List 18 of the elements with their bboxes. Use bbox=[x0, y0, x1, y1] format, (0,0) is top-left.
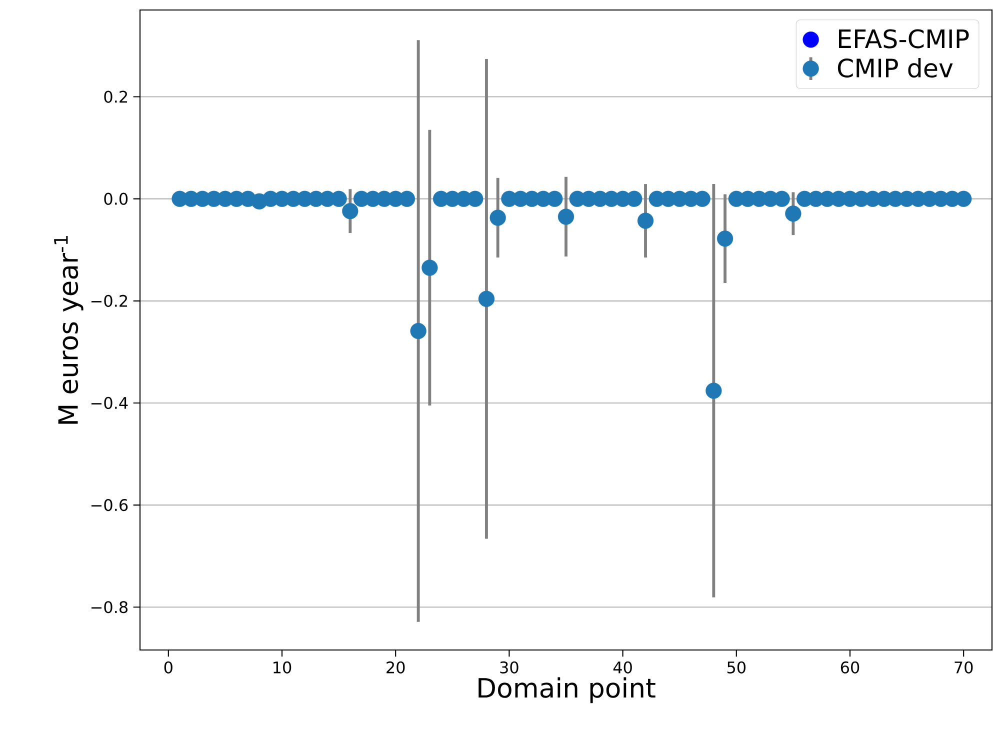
y-tick-label: −0.2 bbox=[91, 294, 128, 307]
legend-label: CMIP dev bbox=[838, 58, 953, 78]
x-tick-label: 50 bbox=[727, 661, 746, 674]
y-tick-label: 0.2 bbox=[104, 90, 128, 103]
legend-label: EFAS-CMIP bbox=[839, 29, 969, 48]
y-tick-label: −0.6 bbox=[91, 498, 128, 512]
x-tick-label: 30 bbox=[500, 661, 518, 674]
y-tick-label: −0.4 bbox=[91, 396, 128, 410]
y-tick-label: 0.0 bbox=[104, 192, 128, 205]
x-tick-label: 60 bbox=[840, 661, 860, 674]
x-tick-label: 20 bbox=[386, 661, 405, 674]
x-tick-label: 0 bbox=[164, 661, 172, 674]
y-tick-label: −0.8 bbox=[91, 601, 128, 614]
x-tick-label: 40 bbox=[613, 661, 632, 674]
x-tick-label: 10 bbox=[274, 661, 292, 674]
x-tick-label: 70 bbox=[954, 661, 973, 674]
y-axis-title: M euros year$^{-1}$ bbox=[54, 236, 84, 424]
x-axis-title: Domain point bbox=[478, 677, 656, 704]
